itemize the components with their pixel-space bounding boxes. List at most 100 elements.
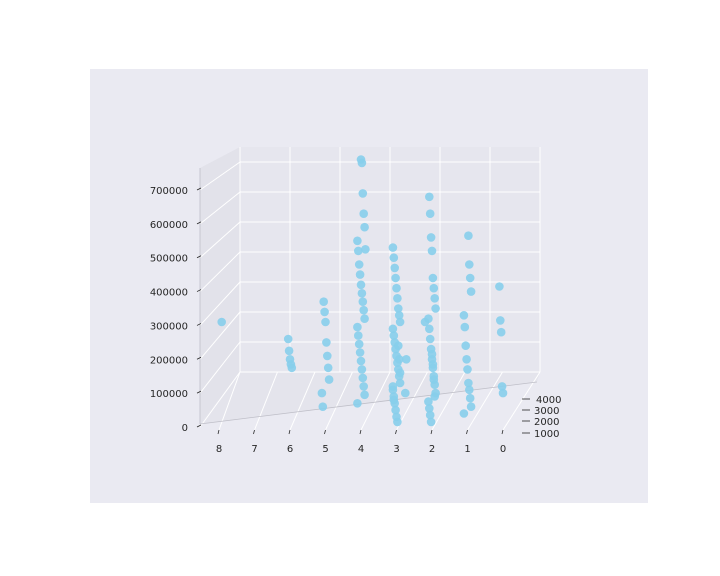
x-tick-label: 2 bbox=[429, 444, 435, 455]
scatter-point bbox=[395, 378, 405, 388]
axis-lines bbox=[199, 168, 538, 425]
scatter-point bbox=[427, 349, 437, 359]
scatter-point bbox=[497, 382, 507, 391]
grid-line bbox=[199, 341, 241, 394]
scatter-point bbox=[464, 378, 473, 388]
grid-line bbox=[289, 371, 316, 431]
scatter-point bbox=[318, 402, 328, 412]
scatter-point bbox=[388, 324, 398, 334]
scatter-point bbox=[393, 294, 402, 303]
scatter-point bbox=[358, 189, 368, 198]
scatter-point bbox=[395, 368, 405, 378]
grid-line bbox=[199, 161, 241, 191]
scatter-point bbox=[420, 317, 430, 327]
scatter-point bbox=[283, 334, 293, 344]
grid-line bbox=[199, 281, 241, 326]
z-tick-mark bbox=[196, 221, 202, 225]
scatter-point bbox=[495, 282, 504, 291]
x-tick-label: 8 bbox=[216, 444, 222, 455]
grid-line bbox=[218, 371, 241, 431]
scatter-point bbox=[389, 331, 399, 340]
z-tick-label: 0 bbox=[182, 423, 188, 434]
scatter-point bbox=[393, 417, 402, 427]
z-tick-mark bbox=[196, 356, 202, 360]
grid-line bbox=[199, 251, 241, 292]
grid-line bbox=[199, 311, 241, 360]
scatter-point bbox=[360, 314, 369, 324]
z-tick-mark bbox=[196, 289, 202, 292]
scatter-point bbox=[321, 317, 330, 327]
scatter-point bbox=[217, 317, 226, 327]
scatter-point bbox=[395, 317, 405, 327]
x-tick-mark bbox=[359, 429, 362, 435]
scatter-point bbox=[354, 339, 364, 349]
scatter-point bbox=[394, 304, 403, 313]
scatter-point bbox=[463, 365, 472, 374]
scatter-point bbox=[459, 311, 469, 320]
z-tick-label: 200000 bbox=[150, 355, 188, 366]
scatter-point bbox=[353, 236, 362, 246]
scatter-point bbox=[425, 410, 435, 420]
scatter-point bbox=[391, 273, 400, 283]
y-tick-label: 4000 bbox=[536, 395, 561, 406]
y-tick-label: 1000 bbox=[534, 429, 559, 440]
scatter-point bbox=[426, 417, 436, 427]
scatter-point bbox=[465, 393, 475, 403]
x-tick-label: 0 bbox=[500, 444, 506, 455]
scatter-point bbox=[361, 245, 370, 254]
scatter-point bbox=[353, 399, 362, 408]
scatter-point bbox=[424, 397, 433, 406]
scatter-point bbox=[389, 253, 399, 262]
scatter-point bbox=[359, 209, 369, 218]
scatter-point bbox=[466, 287, 476, 296]
y-tick-label: 2000 bbox=[534, 417, 559, 428]
scatter-point bbox=[319, 297, 329, 307]
x-tick-label: 7 bbox=[251, 444, 257, 455]
scatter-point bbox=[425, 334, 435, 344]
scatter-points bbox=[217, 155, 508, 427]
scatter-point bbox=[284, 346, 294, 356]
scatter-point bbox=[358, 297, 368, 307]
scatter-point bbox=[466, 402, 476, 412]
x-tick-mark bbox=[324, 429, 326, 435]
scatter-point bbox=[394, 341, 403, 351]
scatter-point bbox=[323, 363, 333, 373]
scatter-point bbox=[360, 390, 369, 400]
z-tick-label: 100000 bbox=[150, 389, 188, 400]
scatter-point bbox=[425, 324, 434, 334]
z-tick-labels: 0 100000 200000 300000 400000 500000 600000 700… bbox=[150, 186, 202, 434]
scatter-point bbox=[496, 316, 505, 325]
scatter-point bbox=[431, 304, 440, 313]
scatter-point bbox=[354, 260, 364, 269]
scatter-point bbox=[391, 405, 400, 415]
axis-panes bbox=[200, 147, 540, 424]
x-tick-label: 5 bbox=[322, 444, 328, 455]
x-tick-mark bbox=[430, 429, 433, 435]
scatter-point bbox=[323, 351, 332, 361]
grid-line bbox=[325, 371, 353, 431]
scatter-point bbox=[430, 392, 440, 401]
scatter-point bbox=[353, 322, 362, 332]
grid-line bbox=[396, 371, 428, 431]
scatter-point bbox=[354, 246, 363, 256]
scatter-point bbox=[320, 307, 329, 317]
scatter-point bbox=[390, 263, 400, 273]
scatter-point bbox=[356, 280, 366, 290]
scatter-point bbox=[428, 360, 438, 369]
z-tick-label: 600000 bbox=[150, 220, 188, 231]
scatter-point bbox=[465, 385, 474, 395]
scatter-point bbox=[357, 289, 367, 298]
scatter-point bbox=[358, 373, 368, 383]
z-tick-mark bbox=[196, 390, 202, 394]
scatter-point bbox=[389, 395, 399, 405]
scatter-point bbox=[429, 375, 439, 384]
x-tick-label: 3 bbox=[393, 444, 399, 455]
scatter-point bbox=[459, 409, 469, 418]
x-tick-mark bbox=[501, 429, 504, 435]
x-tick-mark bbox=[288, 429, 291, 435]
scatter-point bbox=[388, 243, 398, 252]
z-tick-label: 300000 bbox=[150, 321, 188, 332]
z-tick-mark bbox=[196, 323, 202, 326]
scatter-point bbox=[355, 270, 365, 279]
